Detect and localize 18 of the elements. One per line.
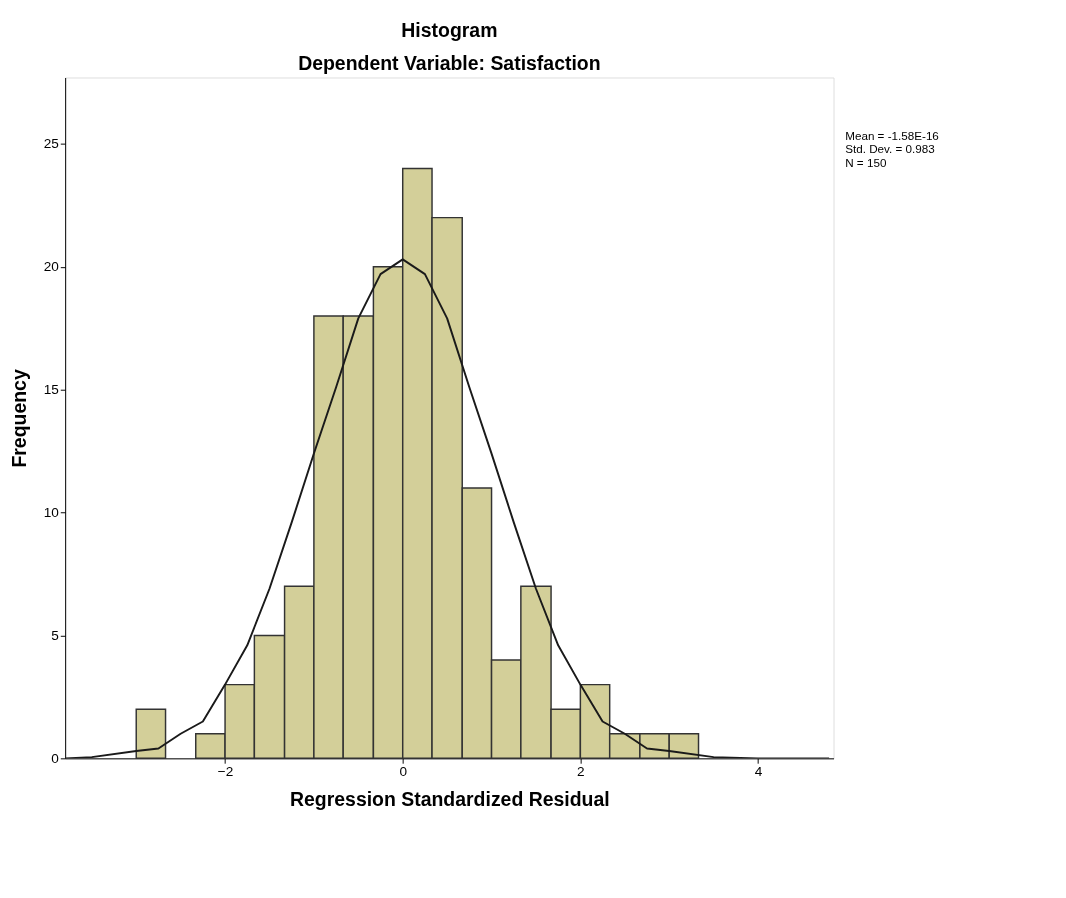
chart-subtitle: Dependent Variable: Satisfaction — [298, 51, 601, 74]
y-tick-label: 5 — [51, 627, 59, 643]
text: Mean = -1.58E-16 — [845, 128, 939, 142]
y-axis-title: Frequency — [8, 369, 31, 468]
x-tick-label: 2 — [577, 764, 585, 780]
y-tick-label: 25 — [43, 136, 59, 152]
text: Std. Dev. = 0.983 — [845, 142, 935, 156]
x-axis-title: Regression Standardized Residual — [289, 788, 610, 811]
y-tick-label: 20 — [43, 259, 60, 275]
chart-title: Histogram — [401, 18, 498, 41]
line-series — [65, 258, 831, 759]
y-tick-label: 0 — [51, 750, 60, 766]
x-tick-label: 4 — [754, 764, 763, 780]
y-tick-label: 10 — [43, 504, 60, 520]
text: N = 150 — [845, 155, 887, 169]
x-tick-label: −2 — [217, 764, 234, 780]
y-tick-label: 15 — [43, 382, 59, 398]
x-tick-label: 0 — [399, 764, 408, 780]
